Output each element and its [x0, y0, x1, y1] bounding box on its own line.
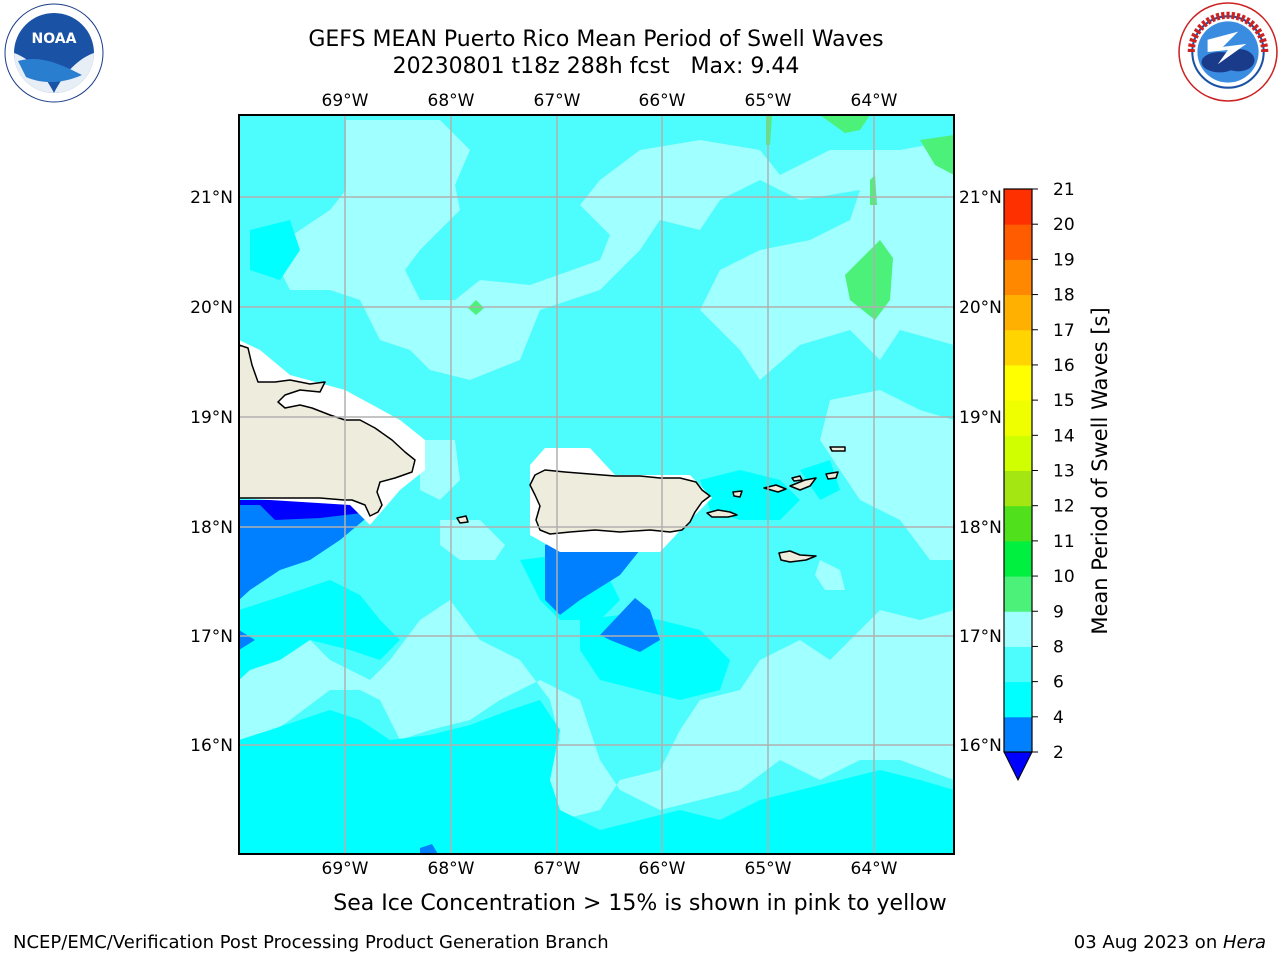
lat-label: 17°N [959, 627, 1002, 647]
colorbar-segment [1004, 294, 1032, 331]
lon-label: 67°W [534, 91, 581, 111]
colorbar-tick-label: 14 [1053, 426, 1075, 446]
colorbar-segment [1004, 505, 1032, 542]
colorbar-segment [1004, 611, 1032, 647]
lat-label: 20°N [959, 298, 1002, 318]
colorbar-segment [1004, 224, 1032, 260]
lon-label: 66°W [639, 859, 686, 879]
lat-labels-right: 21°N 20°N 19°N 18°N 17°N 16°N [959, 188, 1002, 756]
noaa-logo-icon: NOAA [4, 3, 104, 103]
land-areas [239, 344, 846, 563]
noaa-logo-text: NOAA [32, 31, 77, 47]
colorbar-tick-label: 12 [1053, 497, 1075, 517]
lat-label: 18°N [190, 518, 233, 538]
colorbar-tick-label: 2 [1053, 743, 1064, 763]
colorbar-label: Mean Period of Swell Waves [s] [1088, 307, 1112, 634]
chart-title: GEFS MEAN Puerto Rico Mean Period of Swe… [308, 27, 884, 52]
lon-label: 64°W [851, 91, 898, 111]
colorbar-segment [1004, 646, 1032, 683]
colorbar-tick-label: 17 [1053, 321, 1075, 341]
lon-label: 65°W [745, 859, 792, 879]
swell-period-field [239, 115, 954, 854]
lat-label: 19°N [959, 408, 1002, 428]
colorbar-tick-label: 15 [1053, 391, 1075, 411]
lon-labels-bottom: 69°W 68°W 67°W 66°W 65°W 64°W [322, 859, 898, 879]
lat-label: 21°N [959, 188, 1002, 208]
lat-label: 16°N [190, 736, 233, 756]
sea-ice-note: Sea Ice Concentration > 15% is shown in … [333, 891, 947, 916]
field-band-8-9 [239, 120, 954, 840]
footer-date: 03 Aug 2023 on Hera [1074, 932, 1266, 954]
colorbar-tick-label: 18 [1053, 286, 1075, 306]
colorbar-segment [1004, 400, 1032, 436]
colorbar-tick-label: 10 [1053, 567, 1075, 587]
lat-label: 18°N [959, 518, 1002, 538]
colorbar-tick-label: 6 [1053, 673, 1064, 693]
colorbar-tick-label: 9 [1053, 602, 1064, 622]
footer-host: Hera [1222, 932, 1266, 953]
lat-label: 19°N [190, 408, 233, 428]
colorbar-segment [1004, 329, 1032, 366]
lon-label: 68°W [428, 859, 475, 879]
field-band-2-4 [239, 500, 660, 854]
lon-label: 69°W [322, 859, 369, 879]
footer-credit: NCEP/EMC/Verification Post Processing Pr… [13, 932, 609, 953]
colorbar-segment [1004, 259, 1032, 296]
colorbar-segment [1004, 576, 1032, 612]
field-band-9-10 [468, 115, 954, 320]
colorbar-segments [1004, 189, 1032, 753]
colorbar-tick-label: 20 [1053, 215, 1075, 235]
lon-label: 68°W [428, 91, 475, 111]
footer-date-text: 03 Aug 2023 on [1073, 932, 1223, 953]
colorbar-segment [1004, 189, 1032, 225]
colorbar-segment [1004, 435, 1032, 471]
lon-label: 64°W [851, 859, 898, 879]
colorbar-segment [1004, 470, 1032, 507]
colorbar-tick-label: 19 [1053, 250, 1075, 270]
colorbar-tick-label: 11 [1053, 532, 1075, 552]
hispaniola-land [239, 344, 416, 517]
lon-label: 69°W [322, 91, 369, 111]
field-band-under-2 [239, 500, 362, 520]
colorbar-segment [1004, 681, 1032, 718]
colorbar-tick-label: 13 [1053, 462, 1075, 482]
lat-labels-left: 21°N 20°N 19°N 18°N 17°N 16°N [190, 188, 233, 756]
nws-logo-icon [1178, 2, 1278, 102]
colorbar-ticks: 2 4 6 8 9 10 11 12 13 14 15 16 17 18 19 20 21 [1032, 180, 1075, 763]
lat-label: 17°N [190, 627, 233, 647]
colorbar-segment [1004, 364, 1032, 401]
lon-label: 66°W [639, 91, 686, 111]
lat-label: 21°N [190, 188, 233, 208]
map-grid [239, 115, 954, 854]
lat-label: 16°N [959, 736, 1002, 756]
chart-subtitle: 20230801 t18z 288h fcst Max: 9.44 [392, 54, 800, 79]
colorbar-segment [1004, 716, 1032, 753]
puerto-rico-land [529, 469, 711, 535]
lon-label: 65°W [745, 91, 792, 111]
colorbar-tick-label: 16 [1053, 356, 1075, 376]
colorbar-tick-label: 4 [1053, 708, 1064, 728]
colorbar-segment [1004, 540, 1032, 577]
lon-labels-top: 69°W 68°W 67°W 66°W 65°W 64°W [322, 91, 898, 111]
colorbar-tick-label: 21 [1053, 180, 1075, 200]
colorbar-tick-label: 8 [1053, 637, 1064, 657]
colorbar-under-arrow [1003, 751, 1033, 782]
colorbar: 2 4 6 8 9 10 11 12 13 14 15 16 17 18 19 20 21 Mean Perio… [1003, 180, 1112, 782]
map-frame [238, 114, 955, 855]
lon-label: 67°W [534, 859, 581, 879]
lat-label: 20°N [190, 298, 233, 318]
